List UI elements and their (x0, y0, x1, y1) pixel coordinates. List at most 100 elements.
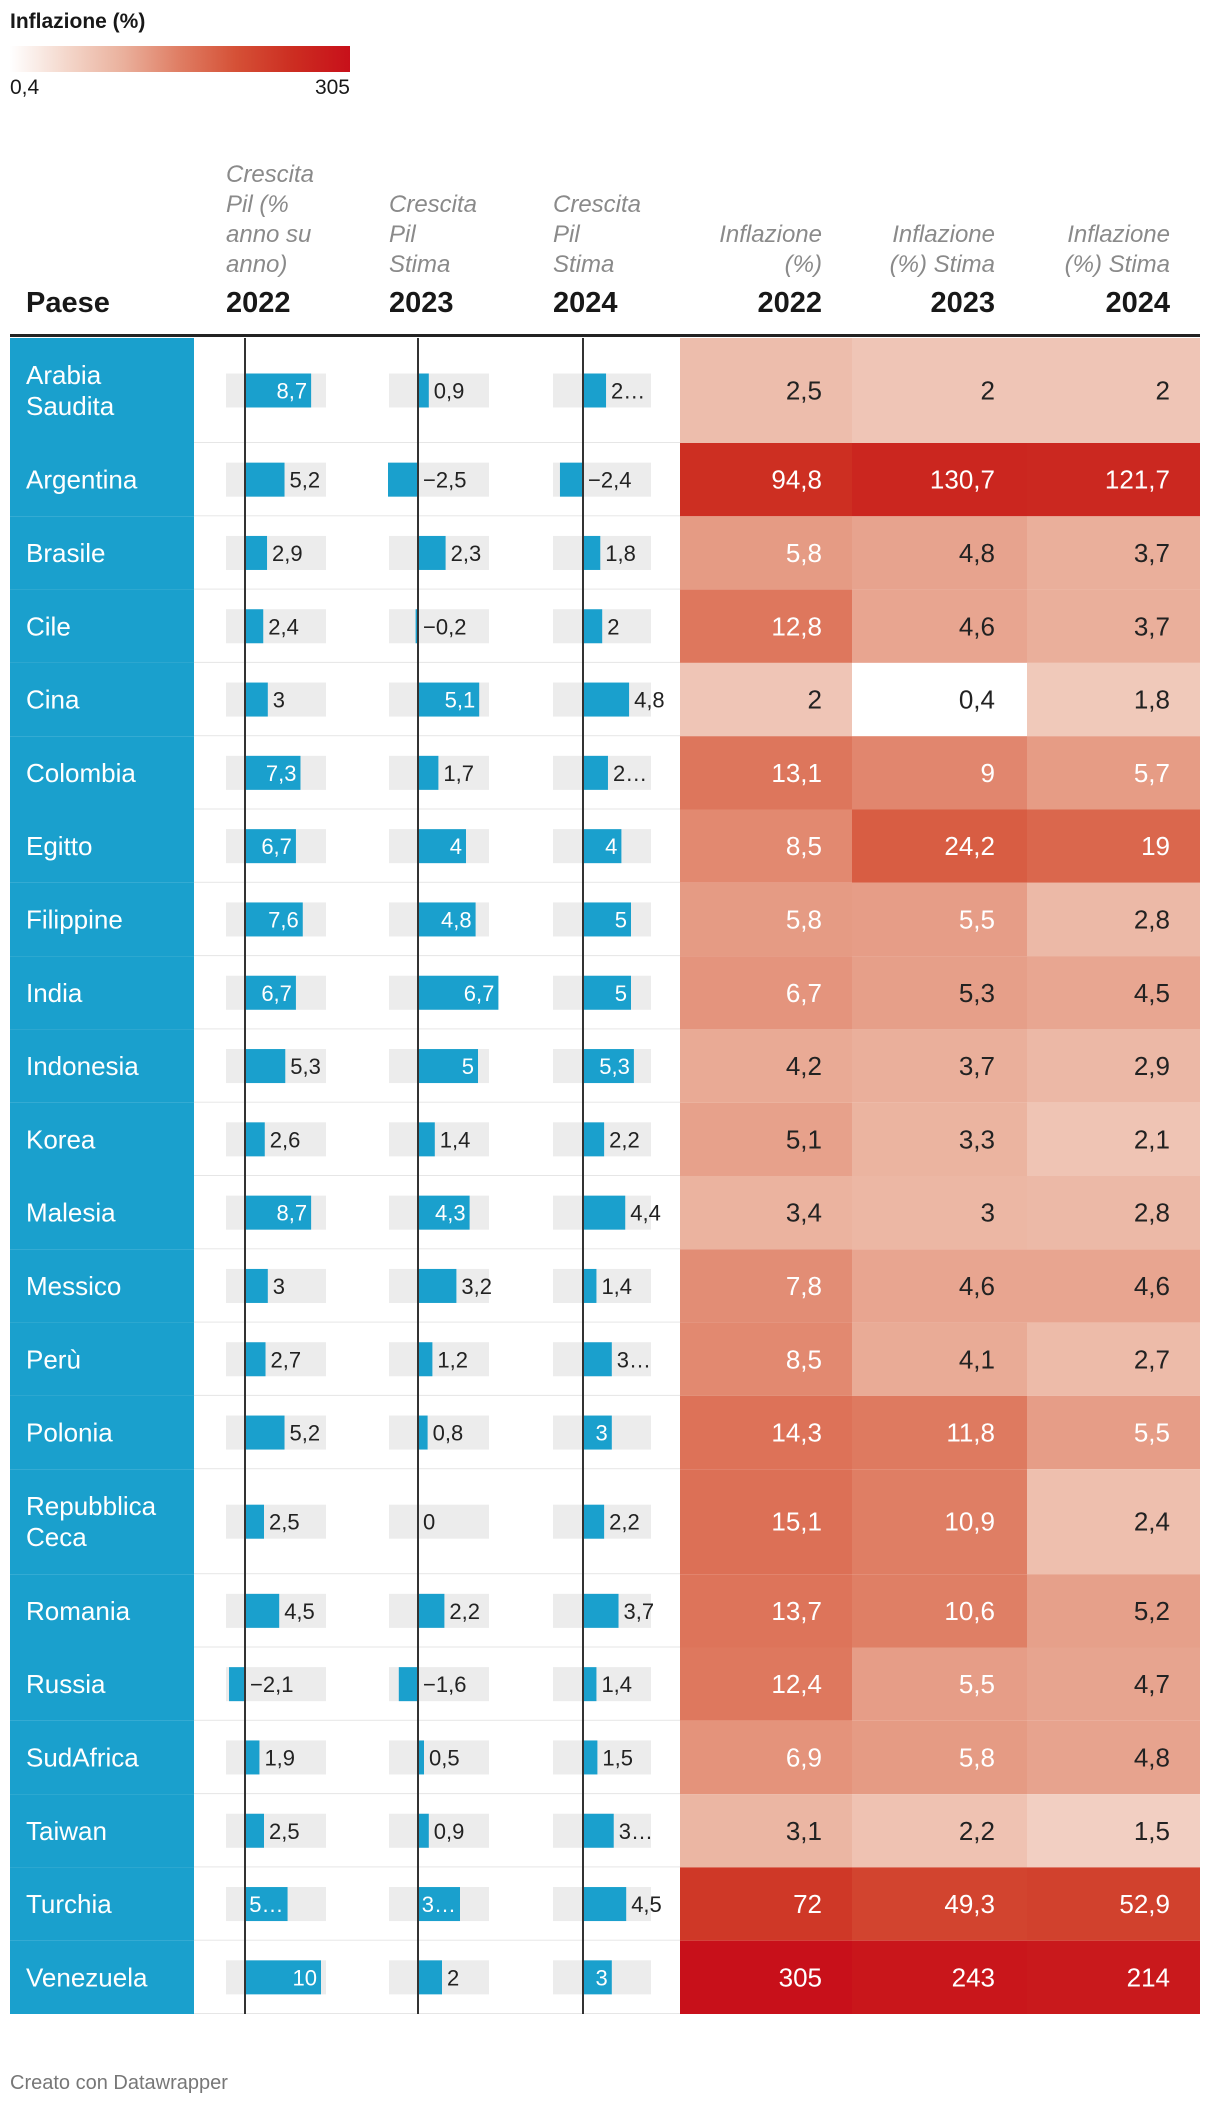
header-subtitle: (%) Stima (1065, 251, 1170, 278)
inflation-cell (852, 956, 1027, 1030)
inflation-cell (852, 1249, 1027, 1323)
gdp-bar-label: 2 (447, 1965, 459, 1990)
row-separator (194, 955, 680, 957)
inflation-cell (852, 1176, 1027, 1250)
gdp-bar-label: 2,7 (271, 1347, 302, 1372)
gdp-bar-background (389, 1342, 489, 1377)
inflation-cell (680, 1574, 852, 1648)
inflation-value: 49,3 (944, 1889, 995, 1919)
gdp-bar (583, 1122, 605, 1157)
inflation-value: 3,7 (1134, 538, 1170, 568)
gdp-bar-label: 5,3 (290, 1054, 321, 1079)
gdp-bar (583, 1887, 627, 1922)
inflation-value: 243 (952, 1962, 995, 1992)
inflation-cell (852, 662, 1027, 737)
gdp-bar (245, 535, 268, 570)
inflation-cell (680, 1940, 852, 2014)
gdp-bar (245, 829, 296, 864)
header-subtitle: anno) (226, 251, 287, 278)
gdp-bar (583, 755, 608, 790)
gdp-bar-label: 5 (615, 981, 627, 1006)
inflation-cell (852, 1322, 1027, 1396)
inflation-value: 305 (779, 1962, 822, 1992)
inflation-cell (1027, 1940, 1200, 2014)
inflation-value: 12,8 (771, 611, 822, 641)
gdp-bar (583, 902, 631, 937)
inflation-value: 10,6 (944, 1596, 995, 1626)
inflation-value: 3,4 (786, 1198, 822, 1228)
inflation-value: 72 (793, 1889, 822, 1919)
inflation-value: 14,3 (771, 1418, 822, 1448)
gdp-bar (388, 462, 418, 497)
header-year: 2022 (226, 287, 291, 319)
gdp-bar (418, 1887, 460, 1922)
inflation-cell (680, 516, 852, 590)
gdp-bar-label: 0,8 (433, 1421, 464, 1446)
row-separator (194, 1101, 680, 1103)
inflation-cell (1027, 516, 1200, 590)
gdp-bar-label: 3… (619, 1819, 653, 1844)
inflation-cell (680, 809, 852, 883)
inflation-value: 4,5 (1134, 978, 1170, 1008)
header-year: 2024 (1105, 287, 1170, 319)
inflation-cell (852, 882, 1027, 957)
inflation-cell (680, 1322, 852, 1396)
gdp-bar (245, 1049, 286, 1084)
inflation-cell (852, 516, 1027, 590)
inflation-cell (1027, 1395, 1200, 1470)
country-name: Malesia (26, 1198, 116, 1228)
gdp-bar (583, 1960, 612, 1995)
country-cell (10, 1102, 194, 1176)
gdp-bar-background (553, 1740, 651, 1775)
inflation-value: 2,1 (1134, 1124, 1170, 1154)
header-subtitle: Inflazione (1067, 221, 1170, 248)
country-name: Egitto (26, 831, 93, 861)
country-cell (10, 1867, 194, 1941)
country-name: Cina (26, 685, 80, 715)
inflation-cell (680, 662, 852, 737)
gdp-bar-background (226, 609, 326, 644)
inflation-cell (852, 1720, 1027, 1795)
inflation-cell (852, 1574, 1027, 1648)
gdp-bar (245, 755, 301, 790)
gdp-bar (418, 1740, 424, 1775)
inflation-cell (680, 1395, 852, 1470)
gdp-bar-background (226, 1268, 326, 1303)
gdp-bar-background (553, 1268, 651, 1303)
inflation-value: 4,6 (959, 1271, 995, 1301)
inflation-cell (1027, 589, 1200, 663)
header-subtitle: Pil (389, 221, 416, 248)
gdp-bar (245, 682, 268, 717)
gdp-bar (245, 462, 285, 497)
gdp-bar-background (226, 1342, 326, 1377)
inflation-cell (1027, 956, 1200, 1030)
gdp-bar (418, 1813, 429, 1848)
country-name: Polonia (26, 1418, 113, 1448)
gdp-bar-label: 8,7 (277, 1201, 308, 1226)
row-separator (194, 1028, 680, 1030)
country-cell (10, 1029, 194, 1103)
country-name: Messico (26, 1271, 121, 1301)
row-separator (194, 1573, 680, 1575)
gdp-bar-label: 2,4 (268, 614, 299, 639)
country-name: Filippine (26, 904, 123, 934)
inflation-cell (680, 736, 852, 810)
inflation-value: 2,8 (1134, 904, 1170, 934)
inflation-value: 3,7 (959, 1051, 995, 1081)
inflation-cell (680, 1102, 852, 1176)
gdp-bar-label: 3… (422, 1892, 456, 1917)
inflation-cell (680, 956, 852, 1030)
row-separator (194, 1719, 680, 1721)
inflation-cell (852, 1102, 1027, 1176)
gdp-bar (583, 1342, 612, 1377)
inflation-value: 19 (1141, 831, 1170, 861)
gdp-bar (245, 1122, 265, 1157)
country-name: Taiwan (26, 1816, 107, 1846)
gdp-bar-label: 4 (450, 834, 462, 859)
gdp-bar-label: 0 (423, 1510, 435, 1535)
inflation-cell (852, 1395, 1027, 1470)
header-country: Paese (26, 287, 110, 319)
gdp-bar-label: 4,5 (284, 1599, 315, 1624)
gdp-bar-label: −2,4 (588, 468, 631, 493)
gdp-bar (418, 1593, 445, 1628)
